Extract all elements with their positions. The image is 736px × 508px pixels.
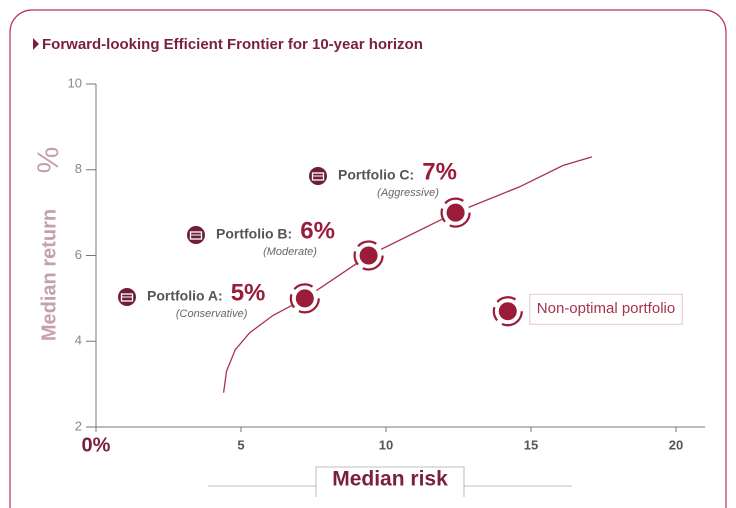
non-optimal-label: Non-optimal portfolio	[537, 300, 675, 317]
y-tick-label: 10	[68, 75, 82, 90]
marker	[498, 302, 517, 321]
x-tick-label: 5	[237, 437, 244, 452]
title-marker	[33, 38, 39, 50]
portfolio-note: (Conservative)	[176, 308, 248, 320]
x-axis-label: Median risk	[332, 468, 448, 491]
marker	[295, 289, 314, 308]
y-axis-label: Median return	[38, 209, 60, 341]
portfolio-return: 5%	[231, 279, 266, 306]
x-tick-label: 10	[379, 437, 393, 452]
x-label-bracket	[208, 466, 572, 497]
y-tick-label: 6	[75, 247, 82, 262]
portfolio-return: 6%	[300, 217, 335, 244]
portfolio-note: (Aggressive)	[377, 187, 439, 199]
chart-title: Forward-looking Efficient Frontier for 1…	[42, 36, 423, 53]
marker	[359, 246, 378, 265]
portfolio-name: Portfolio B:	[216, 226, 292, 242]
y-tick-label: 8	[75, 161, 82, 176]
portfolio-name: Portfolio A:	[147, 288, 223, 304]
y-axis-unit: %	[32, 147, 65, 174]
non-optimal-box	[529, 293, 683, 325]
portfolio-note: (Moderate)	[263, 246, 317, 258]
x-tick-label: 0%	[82, 434, 111, 456]
portfolio-name: Portfolio C:	[338, 167, 414, 183]
portfolio-return: 7%	[422, 158, 457, 185]
x-tick-label: 15	[524, 437, 538, 452]
card-border	[9, 9, 727, 508]
marker	[446, 203, 465, 222]
x-tick-label: 20	[669, 437, 683, 452]
y-tick-label: 4	[75, 333, 82, 348]
y-tick-label: 2	[75, 418, 82, 433]
